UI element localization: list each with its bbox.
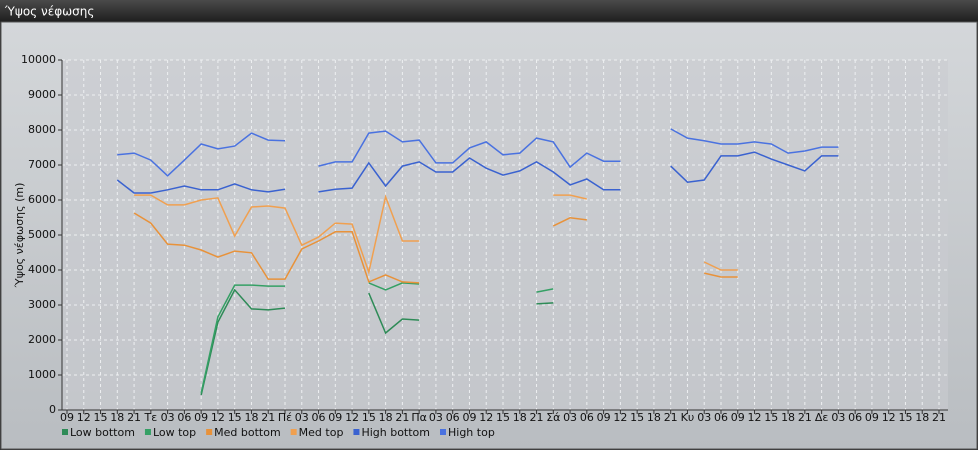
x-tick-label: 09: [194, 411, 208, 424]
legend-swatch: [290, 429, 297, 435]
x-tick-label: 03: [429, 411, 443, 424]
legend-label: Low bottom: [70, 426, 135, 439]
x-tick-label: 21: [261, 411, 275, 424]
x-tick-label: 12: [77, 411, 91, 424]
x-tick-label: 03: [831, 411, 845, 424]
x-tick-label: Πα: [411, 411, 427, 424]
x-tick-label: 15: [898, 411, 912, 424]
y-tick-label: 3000: [28, 298, 56, 311]
x-tick-label: 06: [312, 411, 326, 424]
x-tick-label: Τε: [144, 411, 158, 424]
x-tick-label: 15: [764, 411, 778, 424]
y-tick-label: 7000: [28, 158, 56, 171]
x-tick-label: 18: [781, 411, 795, 424]
x-tick-label: 03: [161, 411, 175, 424]
x-tick-label: 06: [446, 411, 460, 424]
x-tick-label: 21: [664, 411, 678, 424]
legend-swatch: [206, 429, 213, 435]
x-tick-label: 18: [244, 411, 258, 424]
x-tick-label: 21: [932, 411, 946, 424]
x-tick-label: Πέ: [278, 411, 292, 424]
x-tick-label: 09: [60, 411, 74, 424]
x-tick-label: Σά: [546, 411, 560, 424]
legend-label: Med top: [299, 426, 344, 439]
legend-swatch: [440, 429, 446, 435]
y-tick-label: 2000: [28, 333, 56, 346]
x-tick-label: 06: [848, 411, 862, 424]
y-tick-label: 9000: [28, 88, 56, 101]
x-tick-label: 21: [798, 411, 812, 424]
x-tick-label: 18: [915, 411, 929, 424]
series-line: [200, 282, 554, 394]
x-tick-label: 06: [580, 411, 594, 424]
series-line: [133, 212, 738, 284]
x-tick-label: 12: [479, 411, 493, 424]
y-axis-title: Ύψος νέφωσης (m): [13, 183, 26, 289]
x-tick-label: Δε: [815, 411, 829, 424]
x-tick-label: 12: [613, 411, 627, 424]
x-tick-label: 18: [513, 411, 527, 424]
x-tick-label: 15: [94, 411, 108, 424]
x-tick-label: 18: [379, 411, 393, 424]
y-tick-label: 4000: [28, 263, 56, 276]
x-tick-label: 03: [563, 411, 577, 424]
y-tick-label: 5000: [28, 228, 56, 241]
x-tick-label: 12: [211, 411, 225, 424]
series-line: [116, 151, 839, 194]
x-tick-label: 06: [714, 411, 728, 424]
legend-label: Med bottom: [214, 426, 281, 439]
x-tick-label: 09: [597, 411, 611, 424]
x-tick-label: 09: [731, 411, 745, 424]
legend-swatch: [144, 429, 151, 435]
x-tick-label: 03: [697, 411, 711, 424]
legend-label: High bottom: [361, 426, 430, 439]
x-tick-label: 21: [530, 411, 544, 424]
x-tick-label: 21: [395, 411, 409, 424]
series-line: [200, 288, 554, 396]
x-tick-label: 18: [647, 411, 661, 424]
legend-label: Low top: [153, 426, 196, 439]
title-bar: [0, 0, 978, 22]
x-tick-label: 09: [462, 411, 476, 424]
x-tick-label: 21: [127, 411, 141, 424]
series-line: [117, 128, 839, 177]
x-tick-label: 18: [110, 411, 124, 424]
y-tick-label: 6000: [28, 193, 56, 206]
x-tick-label: 15: [630, 411, 644, 424]
x-tick-label: 06: [177, 411, 191, 424]
series-line: [134, 194, 738, 275]
x-tick-label: 09: [865, 411, 879, 424]
y-tick-label: 8000: [28, 123, 56, 136]
y-tick-label: 0: [49, 403, 56, 416]
chart-title: Ύψος νέφωσης: [4, 5, 94, 19]
x-tick-label: 09: [328, 411, 342, 424]
x-tick-label: 15: [228, 411, 242, 424]
x-tick-label: 03: [295, 411, 309, 424]
legend-label: High top: [448, 426, 495, 439]
legend-swatch: [62, 429, 68, 435]
x-tick-label: 12: [882, 411, 896, 424]
y-tick-label: 10000: [21, 53, 56, 66]
x-tick-label: 12: [345, 411, 359, 424]
legend-swatch: [353, 429, 360, 435]
x-tick-label: Κυ: [681, 411, 695, 424]
y-tick-label: 1000: [28, 368, 56, 381]
x-tick-label: 15: [496, 411, 510, 424]
x-tick-label: 15: [362, 411, 376, 424]
x-tick-label: 12: [748, 411, 762, 424]
